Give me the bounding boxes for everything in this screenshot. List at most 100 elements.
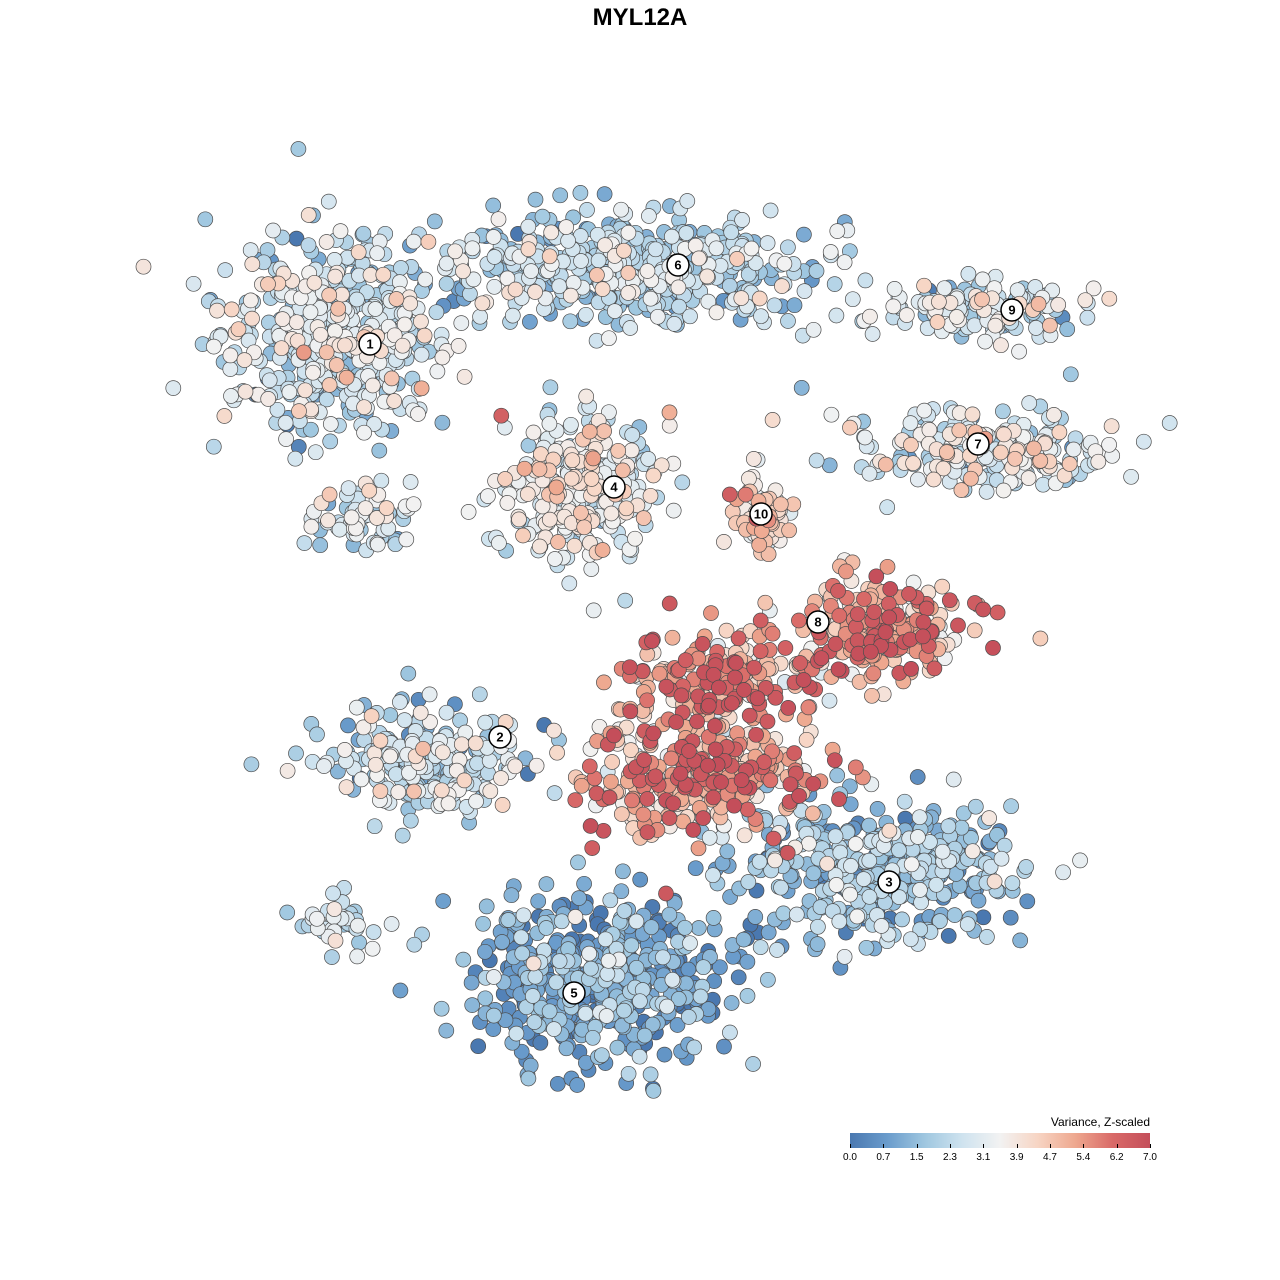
data-point [658,678,675,695]
data-point [527,284,543,300]
data-point [1123,468,1139,485]
legend-tick-label: 3.9 [1009,1152,1024,1163]
data-point [1101,436,1117,453]
data-point [912,882,928,898]
data-point [567,909,584,925]
data-point [975,601,992,618]
cluster-label-text: 7 [974,437,981,452]
data-point [279,762,296,779]
data-point [327,323,343,339]
data-point [531,538,548,555]
legend-tick-label: 6.2 [1109,1152,1124,1163]
cluster-label-text: 8 [814,615,821,630]
data-point [340,717,356,734]
data-point [367,756,384,773]
data-point [668,714,684,730]
data-point [861,852,878,869]
data-point [805,775,822,792]
data-point [620,1065,637,1082]
data-point [402,295,419,312]
data-point [242,242,259,258]
data-point [552,187,569,204]
data-point [563,416,579,433]
data-point [1042,317,1058,334]
data-point [553,913,570,930]
data-point [831,913,848,930]
data-point [614,462,631,479]
data-point [616,1002,632,1019]
data-point [656,1046,673,1063]
data-point [670,279,687,296]
data-point [643,919,660,936]
data-point [805,321,822,338]
data-point [300,207,317,223]
data-point [749,690,766,707]
data-point [886,281,903,297]
data-point [428,304,445,321]
data-point [382,707,399,723]
data-point [946,907,963,923]
data-point [515,907,532,924]
data-point [261,372,278,389]
data-point [337,337,353,354]
data-point [435,893,452,909]
data-point [686,1039,703,1056]
data-point [681,743,697,759]
data-point [320,193,337,210]
data-point [647,768,664,785]
data-point [577,1005,594,1022]
data-point [338,369,355,386]
data-point [827,636,844,652]
data-point [274,311,291,327]
data-point [829,223,846,239]
data-point [945,771,962,788]
data-point [665,502,682,519]
data-point [1032,630,1049,647]
data-point [440,795,457,812]
data-point [982,858,999,875]
data-point [525,955,542,972]
legend-title: Variance, Z-scaled [1050,1115,1150,1129]
data-point [836,254,853,271]
data-point [808,452,825,469]
data-point [573,504,589,521]
data-point [372,783,389,799]
data-point [420,233,437,250]
data-point [777,640,794,656]
data-point [527,191,544,208]
data-point [705,867,721,884]
data-point [989,604,1006,621]
cluster-label: 9 [1000,298,1024,322]
data-point [596,423,612,439]
data-point [623,442,640,459]
data-point [606,303,623,319]
data-point [599,966,616,982]
data-point [500,912,517,928]
data-point [894,911,910,928]
data-point [849,908,866,925]
data-point [826,276,843,292]
data-point [541,415,558,432]
data-point [312,326,329,343]
data-point [549,1075,566,1092]
data-point [532,1034,549,1051]
data-point [866,604,882,620]
data-point [566,537,583,554]
data-point [613,883,630,900]
data-point [471,686,488,703]
data-point [603,773,619,790]
data-point [828,307,845,324]
data-point [209,302,225,319]
cluster-label-text: 9 [1008,303,1015,318]
data-point [579,202,595,218]
data-point [405,233,422,250]
data-point [547,551,563,567]
data-point [699,268,716,285]
data-point [300,237,317,254]
data-point [290,141,307,157]
data-point [793,379,810,396]
data-point [911,809,928,826]
legend-tick-label: 2.3 [943,1152,957,1163]
data-point [624,792,640,809]
data-point [804,805,821,822]
